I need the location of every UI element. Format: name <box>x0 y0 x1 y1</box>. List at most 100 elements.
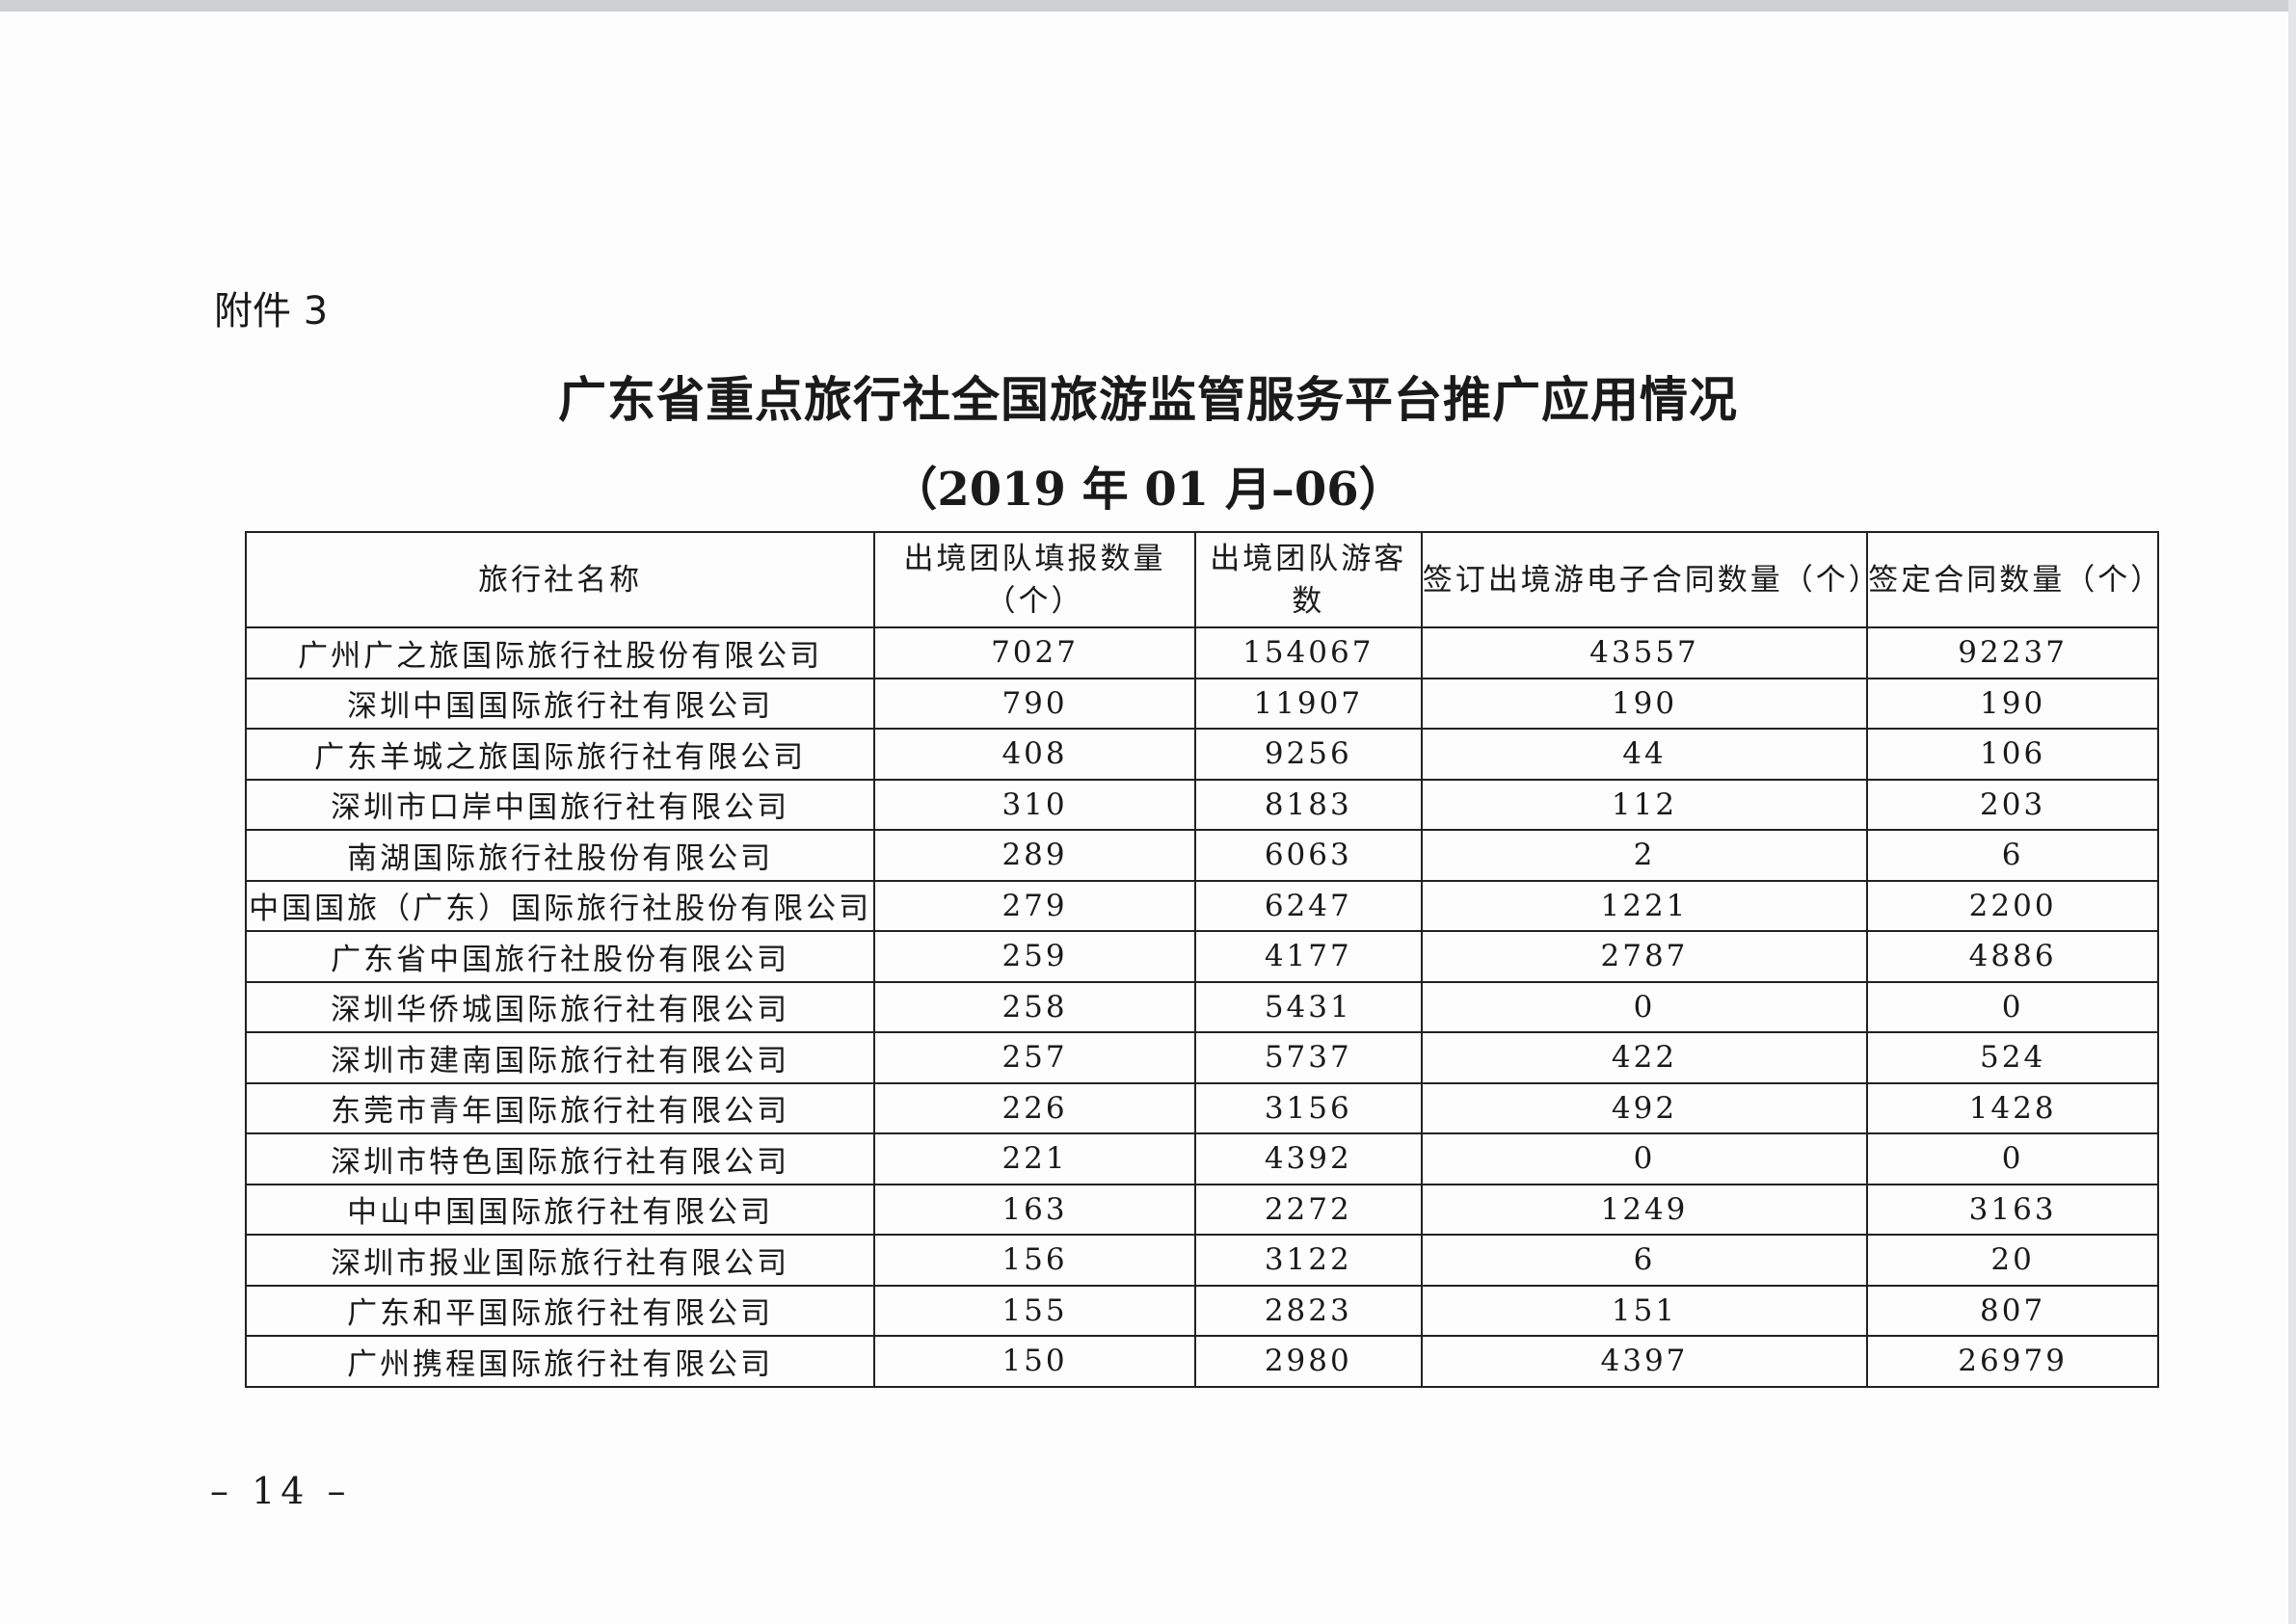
scan-right-edge <box>2288 0 2296 1624</box>
table-row: 深圳市报业国际旅行社有限公司 156 3122 6 20 <box>244 1234 2159 1287</box>
document-title: 广东省重点旅行社全国旅游监管服务平台推广应用情况 <box>558 371 1738 428</box>
value-cell: 106 <box>1866 728 2159 781</box>
value-cell: 163 <box>873 1183 1196 1236</box>
value-cell: 2823 <box>1193 1284 1423 1337</box>
value-cell: 4177 <box>1193 930 1423 983</box>
agency-name-cell: 广州广之旅国际旅行社股份有限公司 <box>244 626 876 679</box>
value-cell: 310 <box>873 778 1196 831</box>
column-header: 签定合同数量（个） <box>1866 531 2160 628</box>
column-header: 出境团队填报数量（个） <box>873 531 1196 628</box>
value-cell: 1249 <box>1420 1183 1869 1236</box>
column-header: 签订出境游电子合同数量（个） <box>1420 531 1879 628</box>
table-row: 广东羊城之旅国际旅行社有限公司 408 9256 44 106 <box>244 728 2159 781</box>
data-table: 旅行社名称 出境团队填报数量（个） 出境团队游客数 签订出境游电子合同数量（个） 签定合… <box>244 531 2160 1388</box>
value-cell: 1428 <box>1866 1081 2159 1134</box>
value-cell: 807 <box>1866 1284 2159 1337</box>
value-cell: 6 <box>1420 1234 1869 1287</box>
table-row: 东莞市青年国际旅行社有限公司 226 3156 492 1428 <box>244 1081 2159 1134</box>
scan-top-border <box>0 0 2296 12</box>
value-cell: 11907 <box>1193 677 1423 730</box>
value-cell: 20 <box>1866 1234 2159 1287</box>
table-row: 广州携程国际旅行社有限公司 150 2980 4397 26979 <box>244 1335 2159 1388</box>
agency-name-cell: 中国国旅（广东）国际旅行社股份有限公司 <box>244 879 876 932</box>
table-row: 广东和平国际旅行社有限公司 155 2823 151 807 <box>244 1284 2159 1337</box>
agency-name-cell: 深圳华侨城国际旅行社有限公司 <box>244 980 876 1033</box>
value-cell: 6247 <box>1193 879 1423 932</box>
value-cell: 2 <box>1420 829 1869 882</box>
table-row: 南湖国际旅行社股份有限公司 289 6063 2 6 <box>244 829 2159 882</box>
value-cell: 0 <box>1866 1132 2159 1185</box>
table-row: 中国国旅（广东）国际旅行社股份有限公司 279 6247 1221 2200 <box>244 879 2159 932</box>
value-cell: 2980 <box>1193 1335 1423 1388</box>
table-row: 广东省中国旅行社股份有限公司 259 4177 2787 4886 <box>244 930 2159 983</box>
value-cell: 4392 <box>1193 1132 1423 1185</box>
value-cell: 221 <box>873 1132 1196 1185</box>
table-row: 中山中国国际旅行社有限公司 163 2272 1249 3163 <box>244 1183 2159 1236</box>
value-cell: 0 <box>1420 980 1869 1033</box>
value-cell: 6 <box>1866 829 2159 882</box>
value-cell: 257 <box>873 1031 1196 1084</box>
agency-name-cell: 深圳市报业国际旅行社有限公司 <box>244 1234 876 1287</box>
value-cell: 5737 <box>1193 1031 1423 1084</box>
value-cell: 7027 <box>873 626 1196 679</box>
value-cell: 8183 <box>1193 778 1423 831</box>
agency-name-cell: 广东和平国际旅行社有限公司 <box>244 1284 876 1337</box>
agency-name-cell: 深圳市口岸中国旅行社有限公司 <box>244 778 876 831</box>
value-cell: 6063 <box>1193 829 1423 882</box>
column-header: 旅行社名称 <box>244 531 876 628</box>
agency-name-cell: 广东羊城之旅国际旅行社有限公司 <box>244 728 876 781</box>
value-cell: 0 <box>1866 980 2159 1033</box>
agency-name-cell: 广州携程国际旅行社有限公司 <box>244 1335 876 1388</box>
agency-name-cell: 广东省中国旅行社股份有限公司 <box>244 930 876 983</box>
value-cell: 2272 <box>1193 1183 1423 1236</box>
value-cell: 226 <box>873 1081 1196 1134</box>
value-cell: 289 <box>873 829 1196 882</box>
table-row: 深圳市口岸中国旅行社有限公司 310 8183 112 203 <box>244 778 2159 831</box>
value-cell: 790 <box>873 677 1196 730</box>
table-row: 深圳市特色国际旅行社有限公司 221 4392 0 0 <box>244 1132 2159 1185</box>
table-row: 深圳市建南国际旅行社有限公司 257 5737 422 524 <box>244 1031 2159 1084</box>
value-cell: 0 <box>1420 1132 1869 1185</box>
value-cell: 92237 <box>1866 626 2159 679</box>
agency-name-cell: 深圳中国国际旅行社有限公司 <box>244 677 876 730</box>
value-cell: 258 <box>873 980 1196 1033</box>
agency-name-cell: 深圳市特色国际旅行社有限公司 <box>244 1132 876 1185</box>
value-cell: 422 <box>1420 1031 1869 1084</box>
value-cell: 44 <box>1420 728 1869 781</box>
value-cell: 259 <box>873 930 1196 983</box>
agency-name-cell: 南湖国际旅行社股份有限公司 <box>244 829 876 882</box>
value-cell: 43557 <box>1420 626 1869 679</box>
value-cell: 408 <box>873 728 1196 781</box>
value-cell: 1221 <box>1420 879 1869 932</box>
value-cell: 4397 <box>1420 1335 1869 1388</box>
value-cell: 492 <box>1420 1081 1869 1134</box>
column-header: 出境团队游客数 <box>1193 531 1423 628</box>
value-cell: 3163 <box>1866 1183 2159 1236</box>
value-cell: 190 <box>1420 677 1869 730</box>
table-header-row: 旅行社名称 出境团队填报数量（个） 出境团队游客数 签订出境游电子合同数量（个） 签定合… <box>244 531 2160 628</box>
value-cell: 156 <box>873 1234 1196 1287</box>
value-cell: 190 <box>1866 677 2159 730</box>
value-cell: 3156 <box>1193 1081 1423 1134</box>
agency-name-cell: 东莞市青年国际旅行社有限公司 <box>244 1081 876 1134</box>
value-cell: 9256 <box>1193 728 1423 781</box>
value-cell: 524 <box>1866 1031 2159 1084</box>
value-cell: 2787 <box>1420 930 1869 983</box>
value-cell: 5431 <box>1193 980 1423 1033</box>
document-subtitle: （2019 年 01 月–06） <box>891 463 1405 517</box>
value-cell: 112 <box>1420 778 1869 831</box>
value-cell: 279 <box>873 879 1196 932</box>
value-cell: 154067 <box>1193 626 1423 679</box>
table-row: 深圳中国国际旅行社有限公司 790 11907 190 190 <box>244 677 2159 730</box>
value-cell: 3122 <box>1193 1234 1423 1287</box>
value-cell: 155 <box>873 1284 1196 1337</box>
value-cell: 26979 <box>1866 1335 2159 1388</box>
attachment-label: 附件 3 <box>214 289 329 333</box>
agency-name-cell: 中山中国国际旅行社有限公司 <box>244 1183 876 1236</box>
table-row: 广州广之旅国际旅行社股份有限公司 7027 154067 43557 92237 <box>244 626 2159 679</box>
value-cell: 4886 <box>1866 930 2159 983</box>
agency-name-cell: 深圳市建南国际旅行社有限公司 <box>244 1031 876 1084</box>
value-cell: 2200 <box>1866 879 2159 932</box>
page-number: – 14 – <box>210 1470 352 1512</box>
value-cell: 203 <box>1866 778 2159 831</box>
